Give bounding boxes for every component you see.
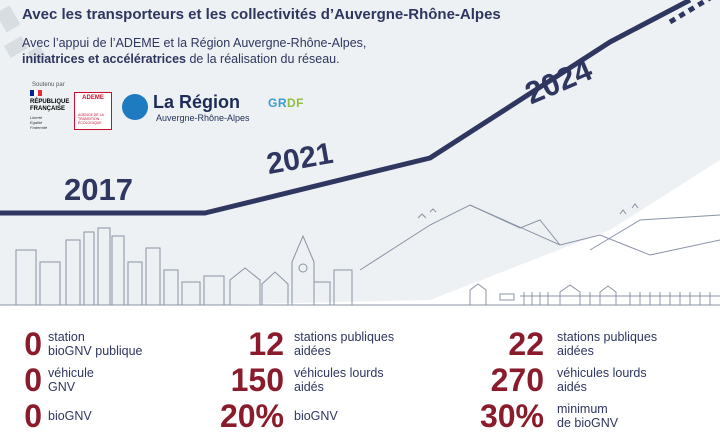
- ademe-logo: ADEME AGENCE DE LA TRANSITION ÉCOLOGIQUE: [74, 92, 112, 130]
- stat-number: 22: [508, 326, 544, 362]
- subtitle-line-2: initiatrices et accélératrices de la réa…: [22, 52, 340, 66]
- corner-decoration: [0, 5, 47, 65]
- ademe-subtitle: AGENCE DE LA TRANSITION ÉCOLOGIQUE: [78, 113, 104, 125]
- grdf-gr: GR: [268, 96, 287, 110]
- stat-label: station bioGNV publique: [48, 330, 143, 358]
- stat-label: véhicules lourds aidés: [294, 366, 384, 394]
- stat-number: 150: [230, 362, 284, 398]
- region-name: La Région: [153, 92, 241, 112]
- stat-label: bioGNV: [294, 409, 338, 423]
- birds: [417, 203, 639, 219]
- stat-number: 12: [248, 326, 284, 362]
- republique-text: RÉPUBLIQUE FRANÇAISE: [30, 99, 70, 112]
- stat-label: véhicules lourds aidés: [557, 366, 647, 394]
- stat-label: stations publiques aidées: [557, 330, 658, 358]
- city-skyline: [15, 227, 720, 305]
- republique-francaise-logo: RÉPUBLIQUE FRANÇAISE Liberté Égalité Fra…: [30, 90, 70, 130]
- page-title: Avec les transporteurs et les collectivi…: [22, 6, 501, 23]
- stat-label: véhicule GNV: [48, 366, 94, 394]
- year-2017: 2017: [64, 172, 133, 207]
- stat-number: 20%: [219, 398, 284, 434]
- region-subtitle: Auvergne-Rhône-Alpes: [156, 113, 250, 123]
- stat-number: 0: [24, 362, 42, 398]
- republique-motto: Liberté Égalité Fraternité: [30, 115, 48, 130]
- grdf-logo: GRDF: [268, 96, 304, 110]
- ground-band: [0, 305, 720, 317]
- stat-number: 270: [490, 362, 544, 398]
- region-logo-icon: [122, 94, 148, 120]
- stat-label: stations publiques aidées: [294, 330, 395, 358]
- subtitle-bold: initiatrices et accélératrices: [22, 52, 186, 66]
- french-flag-icon: [30, 90, 42, 96]
- stat-number: 0: [24, 398, 42, 434]
- ademe-name: ADEME: [82, 95, 104, 101]
- stat-label: bioGNV: [48, 409, 92, 423]
- stat-number: 30%: [479, 398, 544, 434]
- mountains: [359, 204, 720, 271]
- stat-label: minimum de bioGNV: [557, 402, 619, 430]
- subtitle-line-1: Avec l’appui de l’ADEME et la Région Auv…: [22, 36, 367, 50]
- soutenu-par-label: Soutenu par: [32, 82, 65, 88]
- grdf-df: DF: [287, 96, 304, 110]
- subtitle-rest: de la réalisation du réseau.: [186, 52, 340, 66]
- background-band: [0, 0, 720, 305]
- fence-posts: [523, 292, 711, 305]
- timeline-line: [0, 0, 692, 216]
- stat-number: 0: [24, 326, 42, 362]
